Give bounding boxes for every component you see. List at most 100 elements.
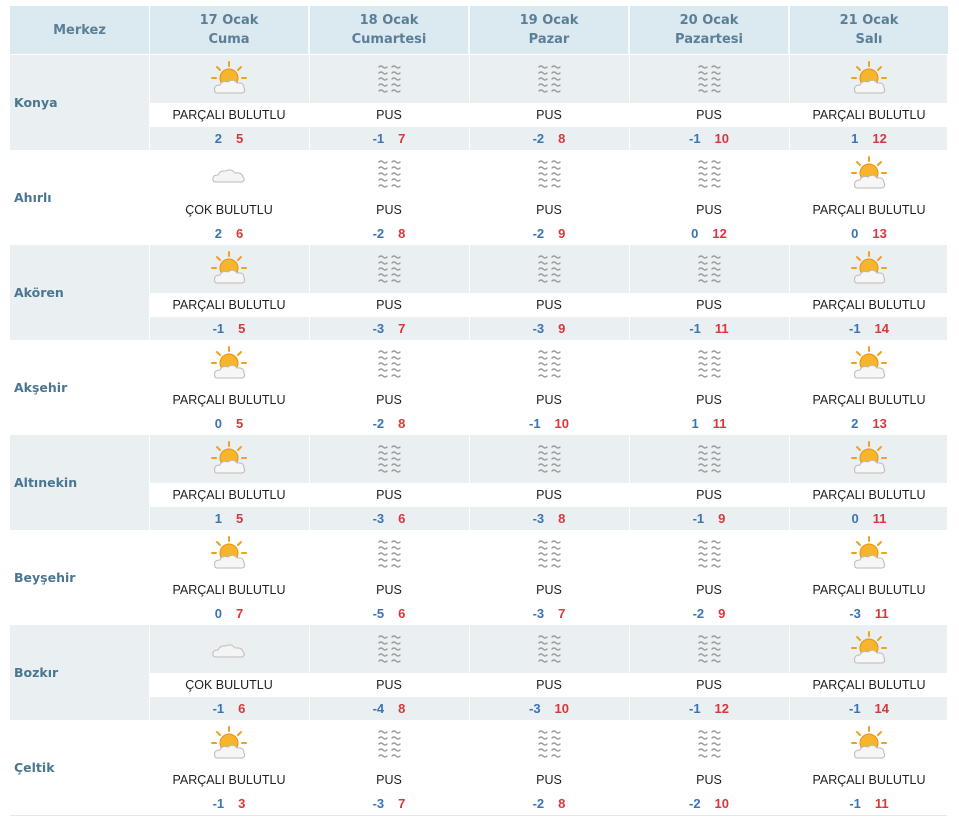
forecast-cell: PARÇALI BULUTLU -1 5 xyxy=(150,245,308,340)
forecast-cell: PUS -1 10 xyxy=(470,340,628,435)
forecast-cell: PARÇALI BULUTLU 1 5 xyxy=(150,435,308,530)
column-divider xyxy=(469,317,470,340)
table-bottom-border xyxy=(10,815,947,816)
temp-min: -1 xyxy=(212,701,225,716)
fog-icon xyxy=(470,722,628,767)
temp-min: 0 xyxy=(214,606,222,621)
forecast-cell: PARÇALI BULUTLU 2 13 xyxy=(790,340,948,435)
column-divider xyxy=(469,127,470,150)
temp-max: 11 xyxy=(712,416,727,431)
temp-max: 10 xyxy=(714,131,730,146)
column-divider xyxy=(789,245,790,293)
weather-description: PUS xyxy=(536,583,562,597)
city-name: Konya xyxy=(14,95,58,110)
forecast-cell: PARÇALI BULUTLU 0 7 xyxy=(150,530,308,625)
partly-cloudy-icon xyxy=(150,57,308,102)
forecast-cell: PUS -2 9 xyxy=(630,530,788,625)
temperature-range: -1 10 xyxy=(630,127,788,150)
weather-description: ÇOK BULUTLU xyxy=(185,203,273,217)
temp-min: -1 xyxy=(848,321,861,336)
temp-max: 9 xyxy=(558,321,566,336)
column-divider xyxy=(149,127,150,150)
temp-max: 10 xyxy=(714,796,730,811)
column-divider xyxy=(309,507,310,530)
partly-cloudy-icon xyxy=(150,437,308,482)
row-band xyxy=(10,103,149,127)
forecast-cell: PUS 1 11 xyxy=(630,340,788,435)
temp-max: 11 xyxy=(872,511,887,526)
city-row: Konya PARÇALI BULUTLU 2 5 PUS -1 7 PUS -2 8 PUS -1 1… xyxy=(0,55,959,150)
column-divider xyxy=(469,625,470,673)
temp-max: 5 xyxy=(236,131,244,146)
temp-max: 7 xyxy=(558,606,566,621)
temp-max: 6 xyxy=(236,226,244,241)
temp-max: 8 xyxy=(558,131,566,146)
forecast-cell: PARÇALI BULUTLU -1 11 xyxy=(790,720,948,815)
column-divider xyxy=(469,507,470,530)
temperature-range: -1 11 xyxy=(630,317,788,340)
day-header: 21 Ocak Salı xyxy=(790,6,948,54)
day-date: 21 Ocak xyxy=(839,13,899,28)
temp-min: -3 xyxy=(372,796,385,811)
column-divider xyxy=(469,55,470,103)
weather-description: PUS xyxy=(536,773,562,787)
temp-max: 12 xyxy=(714,701,730,716)
forecast-cell: PUS -3 7 xyxy=(310,245,468,340)
temperature-range: -2 9 xyxy=(470,222,628,245)
day-weekday: Pazar xyxy=(528,32,570,47)
temp-max: 14 xyxy=(874,321,890,336)
temp-max: 12 xyxy=(872,131,887,146)
temperature-range: 0 11 xyxy=(790,507,948,530)
forecast-cell: PUS -2 8 xyxy=(310,150,468,245)
temp-max: 13 xyxy=(872,226,887,241)
fog-icon xyxy=(470,247,628,292)
header-corner: Merkez xyxy=(10,6,149,54)
temp-max: 11 xyxy=(874,796,889,811)
weather-description: PUS xyxy=(376,203,402,217)
column-divider xyxy=(789,625,790,673)
weather-description: PUS xyxy=(696,773,722,787)
temp-max: 7 xyxy=(236,606,244,621)
forecast-cell: PARÇALI BULUTLU 0 13 xyxy=(790,150,948,245)
partly-cloudy-icon xyxy=(150,342,308,387)
weather-description: PUS xyxy=(696,583,722,597)
column-divider xyxy=(309,697,310,720)
forecast-cell: PARÇALI BULUTLU 1 12 xyxy=(790,55,948,150)
temp-min: -2 xyxy=(692,606,705,621)
weather-description: PUS xyxy=(536,203,562,217)
temp-min: 0 xyxy=(851,511,859,526)
column-divider xyxy=(309,127,310,150)
forecast-cell: PUS 0 12 xyxy=(630,150,788,245)
fog-icon xyxy=(310,722,468,767)
temperature-range: -3 8 xyxy=(470,507,628,530)
temp-max: 13 xyxy=(872,416,887,431)
fog-icon xyxy=(470,627,628,672)
weather-description: ÇOK BULUTLU xyxy=(185,678,273,692)
weather-description: PUS xyxy=(376,488,402,502)
weather-description: PARÇALI BULUTLU xyxy=(172,583,286,597)
temperature-range: -3 9 xyxy=(470,317,628,340)
temperature-range: -2 8 xyxy=(310,222,468,245)
partly-cloudy-icon xyxy=(150,722,308,767)
weather-description: PUS xyxy=(536,298,562,312)
temp-min: -2 xyxy=(532,131,545,146)
forecast-cell: PUS -1 9 xyxy=(630,435,788,530)
day-weekday: Cumartesi xyxy=(351,32,427,47)
temp-min: -1 xyxy=(212,321,225,336)
day-weekday: Cuma xyxy=(208,32,250,47)
temp-min: 2 xyxy=(851,416,859,431)
forecast-cell: PUS -1 11 xyxy=(630,245,788,340)
partly-cloudy-icon xyxy=(790,532,948,577)
weather-description: PUS xyxy=(536,393,562,407)
temp-min: 0 xyxy=(214,416,222,431)
forecast-cell: ÇOK BULUTLU 2 6 xyxy=(150,150,308,245)
column-divider xyxy=(789,317,790,340)
day-header: 20 Ocak Pazartesi xyxy=(630,6,788,54)
forecast-cell: PUS -2 8 xyxy=(470,720,628,815)
weather-description: PARÇALI BULUTLU xyxy=(172,773,286,787)
city-row: Çeltik PARÇALI BULUTLU -1 3 PUS -3 7 PUS -2 8 PUS -… xyxy=(0,720,959,815)
temperature-range: -1 14 xyxy=(790,697,948,720)
temperature-range: -2 9 xyxy=(630,602,788,625)
